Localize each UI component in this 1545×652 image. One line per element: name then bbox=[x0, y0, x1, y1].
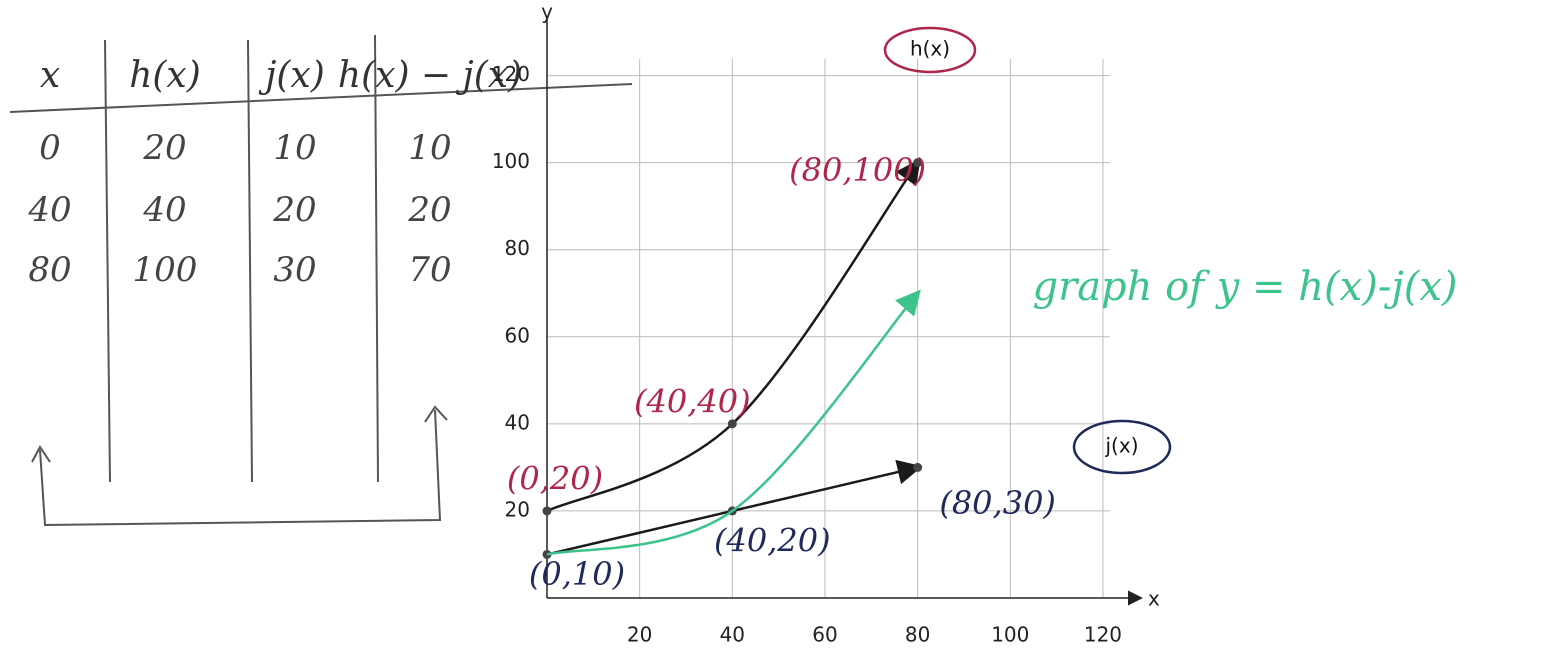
table-cell: 20 bbox=[272, 190, 316, 230]
y-tick-label: 40 bbox=[505, 410, 530, 434]
table-cell: 80 bbox=[28, 250, 71, 290]
series-name: graph of y = h(x)-j(x) bbox=[1032, 264, 1457, 310]
x-tick-label: 80 bbox=[905, 623, 930, 647]
table-cell: 10 bbox=[408, 128, 451, 168]
table-cell: 70 bbox=[408, 250, 451, 290]
y-tick-label: 20 bbox=[505, 497, 530, 521]
x-tick-label: 120 bbox=[1084, 623, 1122, 647]
y-tick-label: 120 bbox=[492, 62, 530, 86]
point-label: (80,30) bbox=[939, 484, 1056, 522]
table-header: h(x) bbox=[129, 55, 201, 96]
table-cell: 0 bbox=[39, 128, 61, 168]
table-cell: 10 bbox=[273, 128, 316, 168]
table-cell: 40 bbox=[142, 190, 186, 230]
x-tick-label: 20 bbox=[627, 623, 652, 647]
x-axis-label: x bbox=[1148, 587, 1160, 611]
point-label: (40,40) bbox=[634, 382, 751, 420]
worksheet: xh(x)j(x)h(x) − j(x)02010104040202080100… bbox=[0, 0, 1545, 652]
point-label: (80,100) bbox=[789, 151, 926, 189]
point-label: (40,20) bbox=[714, 521, 831, 559]
point bbox=[543, 506, 552, 515]
table-lines bbox=[10, 35, 632, 525]
table-cell: 100 bbox=[133, 250, 198, 290]
point-label: (0,10) bbox=[529, 555, 625, 593]
table-header: j(x) bbox=[258, 55, 325, 96]
table-cell: 20 bbox=[407, 190, 451, 230]
series-name: j(x) bbox=[1105, 434, 1139, 458]
x-tick-label: 60 bbox=[812, 623, 837, 647]
point-label: (0,20) bbox=[507, 459, 603, 497]
y-tick-label: 100 bbox=[492, 149, 530, 173]
y-tick-label: 60 bbox=[505, 323, 530, 347]
x-tick-label: 100 bbox=[991, 623, 1029, 647]
y-axis-label: y bbox=[541, 0, 553, 24]
point bbox=[728, 419, 737, 428]
page: {"table": {"headers": ["x", "h(x)", "j(x… bbox=[0, 0, 1545, 652]
x-tick-label: 40 bbox=[720, 623, 745, 647]
table-cell: 30 bbox=[273, 250, 316, 290]
table-cell: 40 bbox=[27, 190, 71, 230]
series-name: h(x) bbox=[910, 37, 950, 61]
table-cell: 20 bbox=[142, 128, 186, 168]
y-tick-label: 80 bbox=[505, 236, 530, 260]
table-header: x bbox=[40, 55, 60, 96]
point bbox=[913, 463, 922, 472]
